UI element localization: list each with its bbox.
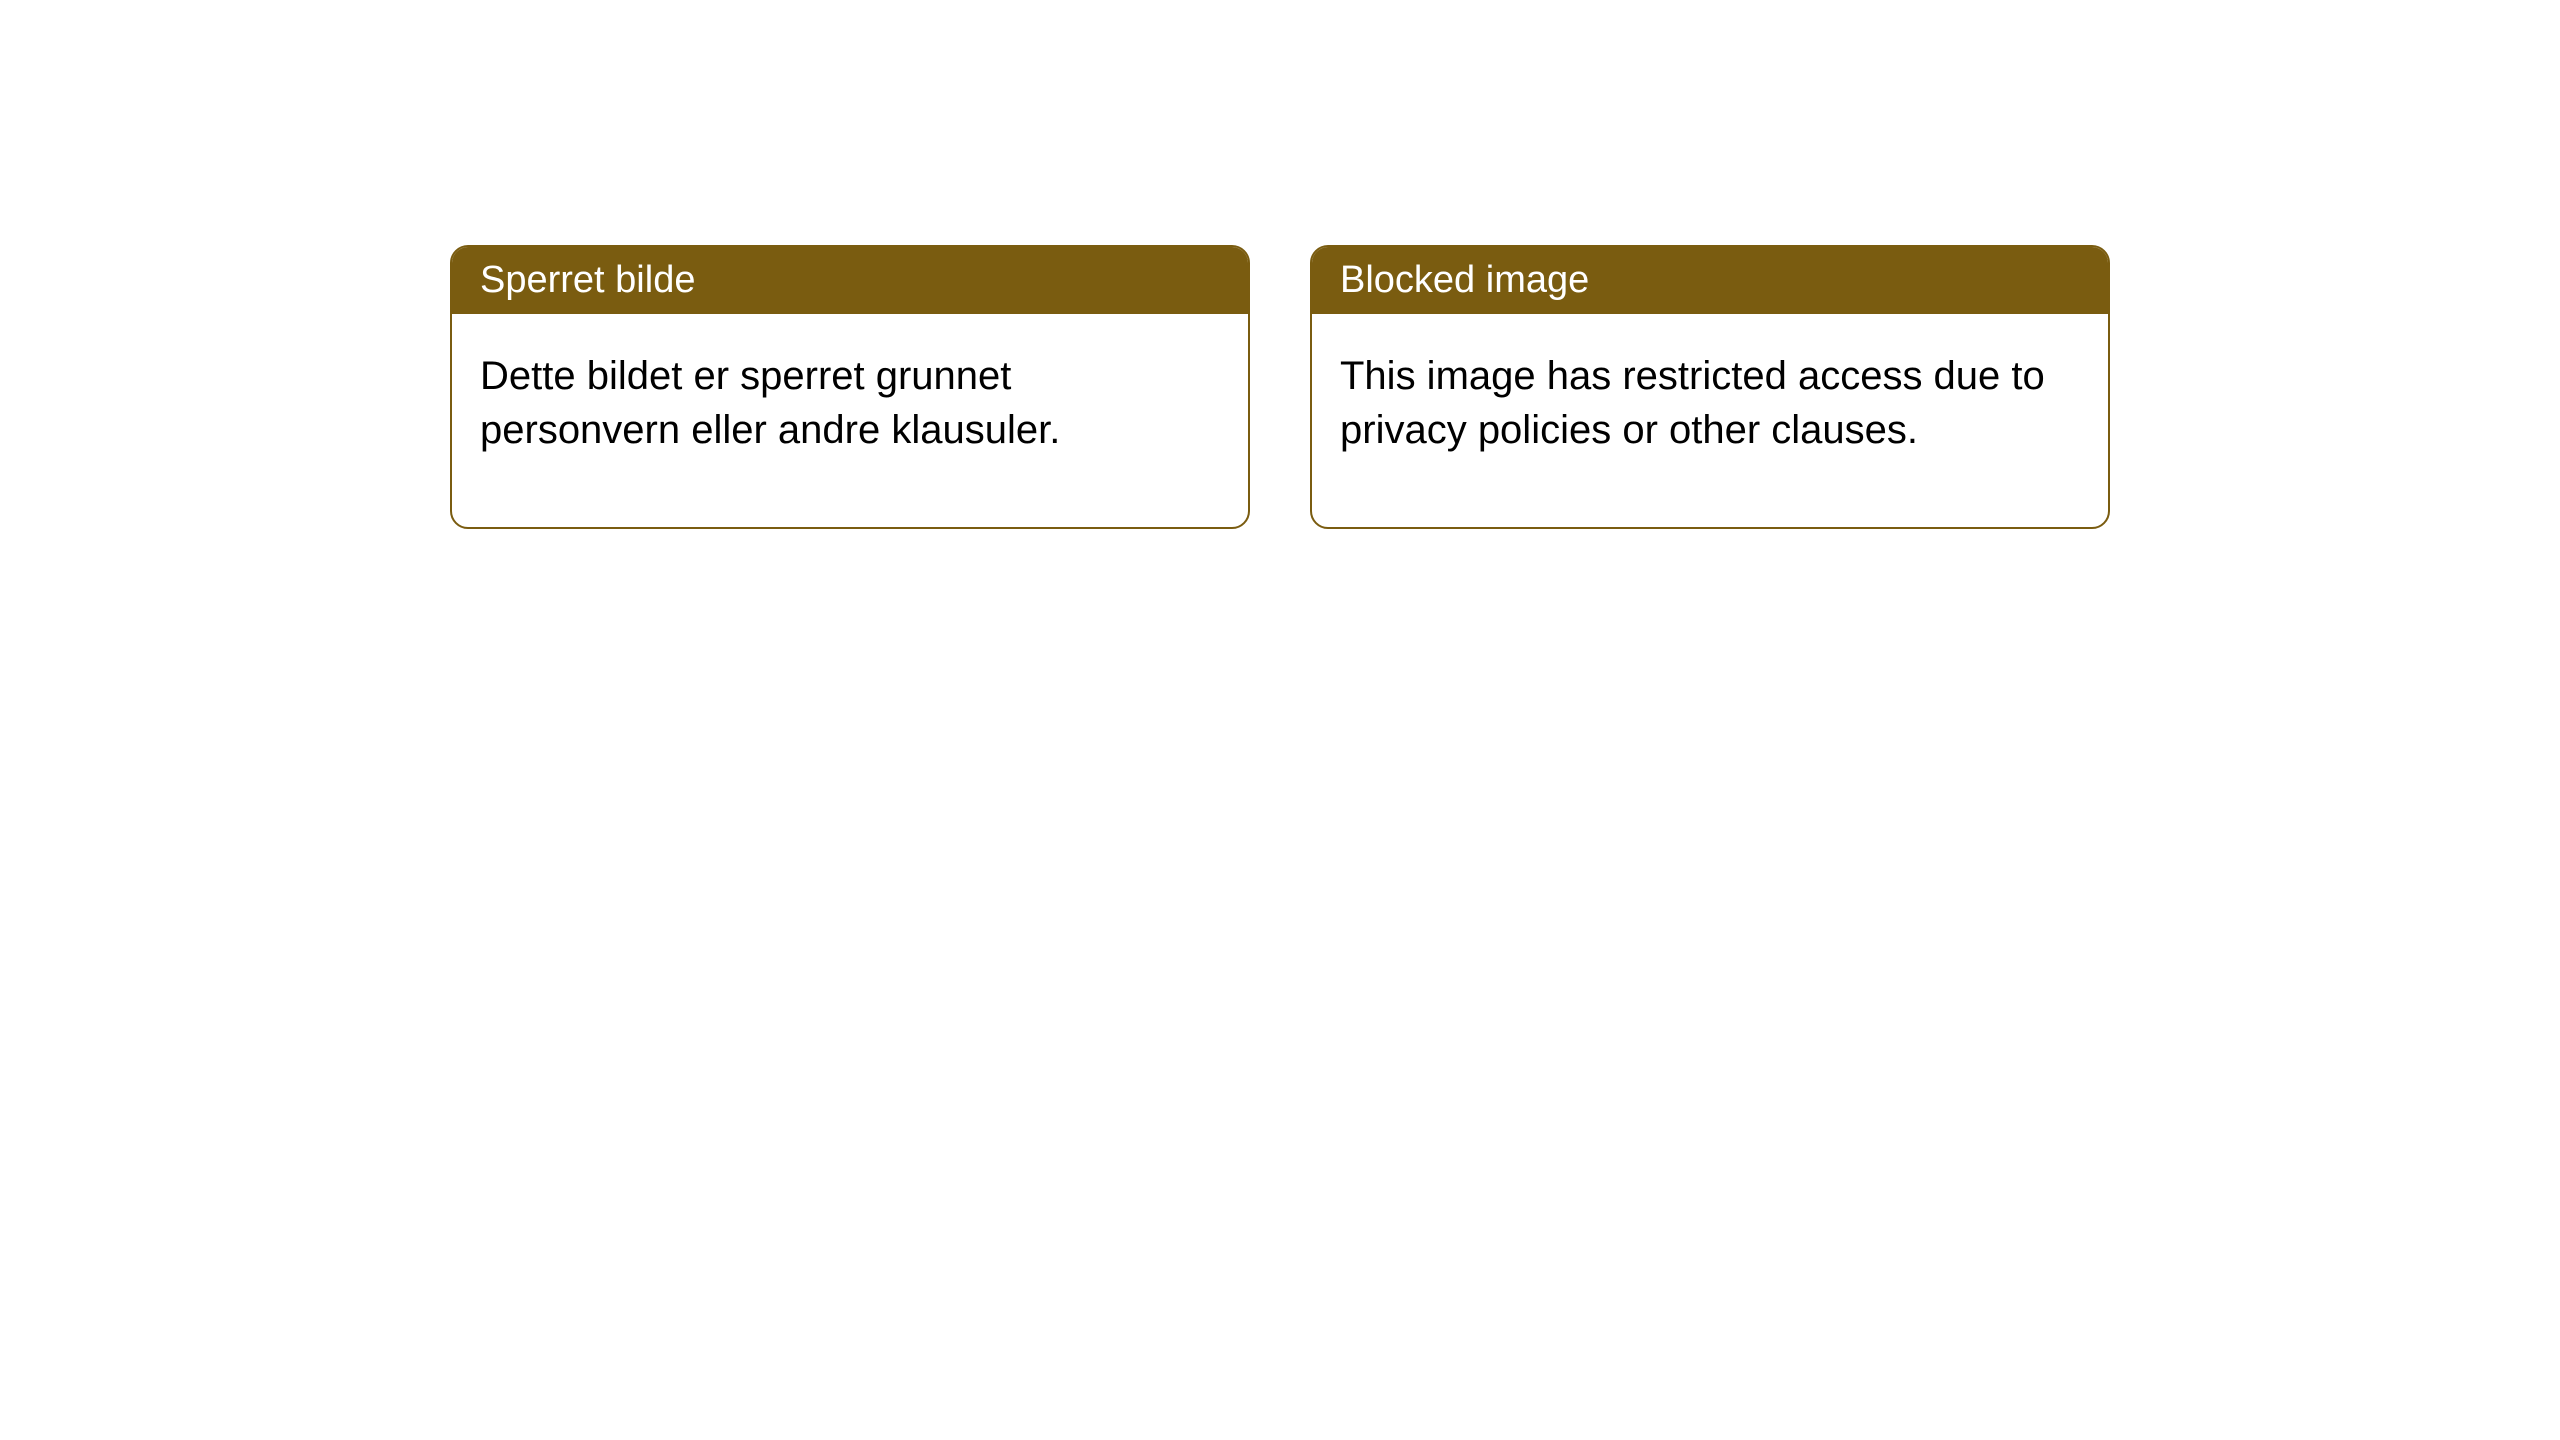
notice-header: Blocked image <box>1312 247 2108 314</box>
notice-body: Dette bildet er sperret grunnet personve… <box>452 314 1248 527</box>
notice-card-english: Blocked image This image has restricted … <box>1310 245 2110 529</box>
notice-card-norwegian: Sperret bilde Dette bildet er sperret gr… <box>450 245 1250 529</box>
notice-body: This image has restricted access due to … <box>1312 314 2108 527</box>
notice-header: Sperret bilde <box>452 247 1248 314</box>
notice-container: Sperret bilde Dette bildet er sperret gr… <box>450 245 2110 529</box>
